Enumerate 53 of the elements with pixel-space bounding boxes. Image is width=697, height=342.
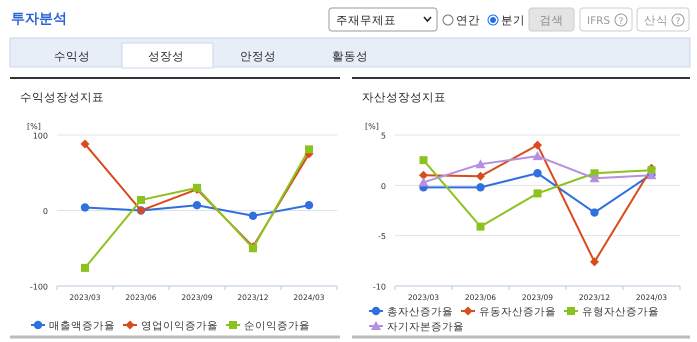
point (305, 145, 313, 154)
y-tick-label: -5 (378, 232, 386, 242)
text: ? (618, 17, 624, 27)
legend-label: 총자산증가율 (387, 306, 453, 318)
point (304, 201, 314, 210)
point (476, 183, 485, 192)
point (476, 159, 486, 168)
text: 연간 (456, 13, 480, 27)
text: 검색 (540, 13, 564, 27)
legend-label: 매출액증가율 (49, 320, 115, 332)
y-tick-label: 0 (42, 207, 48, 216)
text: 투자분석 (11, 11, 67, 27)
point (80, 140, 90, 149)
point (534, 189, 542, 198)
point (533, 140, 542, 150)
point (81, 264, 89, 272)
legend-label: 자기자본증가율 (387, 321, 464, 333)
text: 산식 (644, 13, 668, 27)
text: 안정성 (240, 49, 276, 63)
y-tick-label: 0 (380, 182, 386, 191)
point (418, 177, 428, 186)
point (476, 222, 484, 231)
point (248, 212, 258, 220)
point (192, 201, 202, 210)
point (590, 173, 600, 182)
text: 활동성 (332, 49, 368, 63)
chart-title: 자산성장성지표 (362, 90, 446, 104)
legend-label: 순이익증가율 (244, 320, 310, 332)
text: ? (676, 17, 681, 27)
text: IFRS (587, 15, 610, 27)
text: 주재무제표 (336, 13, 396, 27)
y-tick-label: -100 (30, 282, 48, 292)
point (420, 156, 428, 164)
point (419, 170, 428, 180)
y-tick-label: -10 (372, 282, 386, 292)
point (476, 172, 485, 181)
legend-label: 유동자산증가율 (479, 306, 556, 318)
y-axis-title: [%] (365, 122, 379, 131)
text: 분기 (501, 13, 525, 27)
point (137, 196, 145, 204)
chart-title: 수익성장성지표 (20, 90, 104, 104)
y-axis-title: [%] (27, 122, 41, 131)
point (533, 169, 542, 178)
text: 수익성 (54, 49, 90, 63)
text: 성장성 (148, 49, 184, 63)
y-tick-label: 5 (380, 132, 386, 140)
y-tick-label: 100 (32, 132, 48, 140)
legend-label: 유형자산증가율 (582, 306, 659, 318)
legend-label: 영업이익증가율 (141, 320, 218, 332)
point (80, 203, 90, 212)
point (532, 151, 542, 160)
point (590, 257, 599, 266)
point (590, 208, 599, 217)
